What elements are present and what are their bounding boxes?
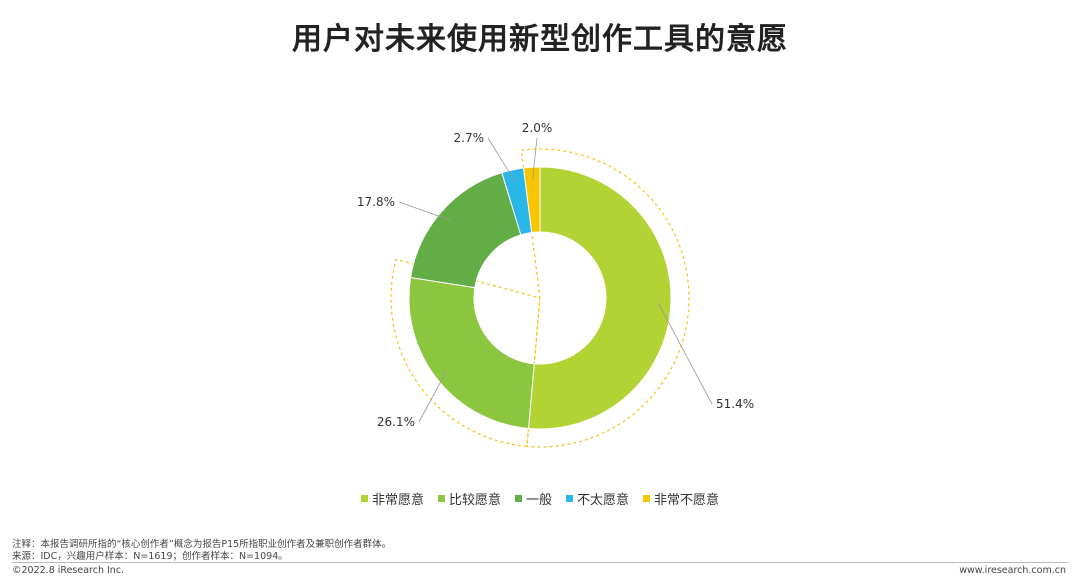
leader-line-very-unwilling [532,137,538,180]
legend-swatch-neutral [514,495,522,502]
slice-layer [408,166,672,430]
legend-item-unwilling: 不太愿意 [566,489,629,508]
chart-title: 用户对未来使用新型创作工具的意愿 [292,22,788,57]
site-url: www.iresearch.com.cn [959,565,1066,576]
legend-swatch-unwilling [566,495,573,502]
slice-neutral [410,172,522,289]
data-label-unwilling: 2.7% [454,131,485,145]
legend-label-neutral: 一般 [525,493,552,508]
legend-label-fairly-willing: 比较愿意 [448,493,501,508]
notes: 注释：本报告调研所指的“核心创作者”概念为报告P15所指职业创作者及兼职创作者群… [12,539,391,563]
note-line-2: 来源：IDC，兴趣用户样本：N=1619；创作者样本：N=1094。 [12,551,288,562]
leader-line-layer [398,137,713,423]
slice-very-willing [527,166,672,430]
slice-fairly-willing [408,276,535,430]
legend-swatch-very-willing [360,495,368,502]
leader-line-unwilling [487,137,516,183]
data-label-fairly-willing: 26.1% [377,415,415,429]
legend-item-very-unwilling: 非常不愿意 [643,489,719,508]
leader-line-very-willing [658,303,713,405]
legend-label-very-willing: 非常愿意 [371,493,424,508]
highlight-outline-secondary [390,258,541,448]
highlight-outline-layer [390,148,690,448]
legend-swatch-fairly-willing [437,495,445,502]
leader-line-neutral [398,201,451,221]
legend-item-neutral: 一般 [514,489,552,508]
highlight-outline-positive [520,148,690,448]
data-label-neutral: 17.8% [357,195,395,209]
legend: 非常愿意 比较愿意 一般 不太愿意 非常不愿意 [0,489,1080,508]
slice-very-unwilling [523,166,541,234]
legend-label-unwilling: 不太愿意 [577,493,630,508]
legend-item-very-willing: 非常愿意 [360,489,424,508]
leader-line-fairly-willing [418,370,447,423]
data-label-layer: 51.4% 26.1% 17.8% 2.7% 2.0% [357,121,754,429]
footer-divider [12,562,1068,563]
legend-item-fairly-willing: 比较愿意 [437,489,501,508]
data-label-very-willing: 51.4% [716,397,754,411]
note-line-1: 注释：本报告调研所指的“核心创作者”概念为报告P15所指职业创作者及兼职创作者群… [12,539,392,550]
data-label-very-unwilling: 2.0% [522,121,553,135]
legend-label-very-unwilling: 非常不愿意 [654,493,720,508]
legend-swatch-very-unwilling [643,495,651,502]
copyright: ©2022.8 iResearch Inc. [12,565,125,576]
